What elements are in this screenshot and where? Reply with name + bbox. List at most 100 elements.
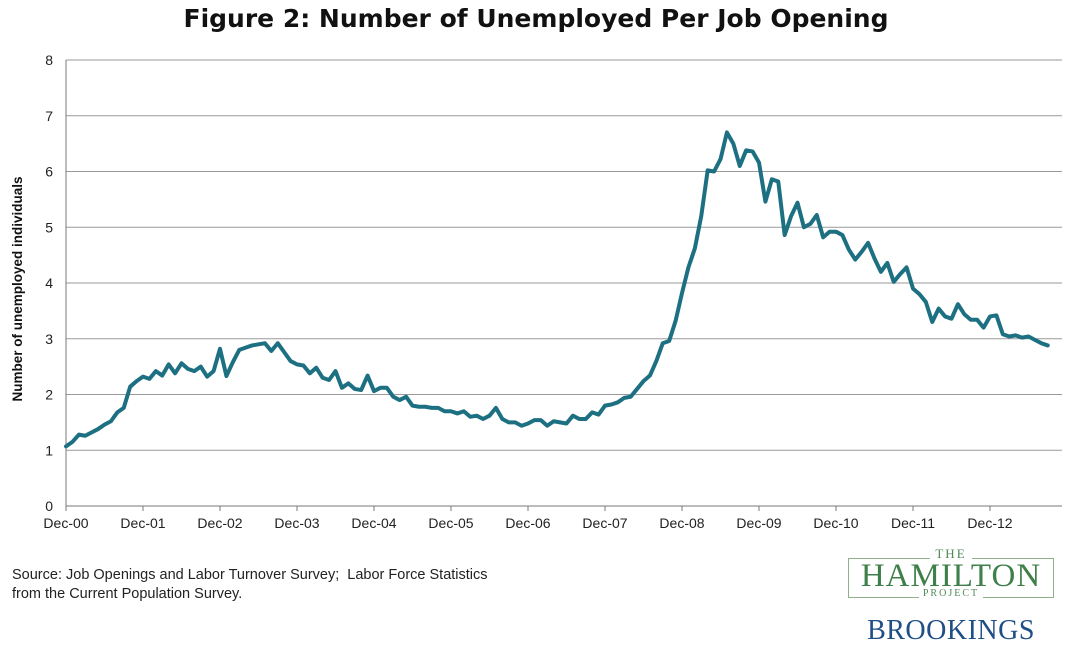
data-point bbox=[565, 422, 568, 425]
data-point bbox=[283, 351, 285, 353]
data-point bbox=[706, 169, 709, 172]
y-tick-label: 6 bbox=[45, 164, 53, 180]
data-point bbox=[405, 395, 407, 398]
data-point bbox=[386, 387, 388, 389]
data-point bbox=[302, 364, 305, 367]
data-point bbox=[84, 434, 87, 437]
data-point bbox=[276, 342, 279, 345]
data-point bbox=[584, 418, 587, 420]
data-point bbox=[424, 405, 427, 408]
data-point bbox=[803, 226, 805, 229]
data-point bbox=[610, 403, 613, 406]
data-point bbox=[661, 342, 664, 345]
data-point bbox=[552, 420, 555, 423]
data-point bbox=[546, 424, 549, 427]
y-tick-label: 0 bbox=[45, 498, 53, 514]
data-point bbox=[681, 292, 683, 294]
x-tick-label: Dec-01 bbox=[120, 515, 165, 531]
data-point bbox=[848, 248, 850, 251]
source-note-line-1: Source: Job Openings and Labor Turnover … bbox=[12, 567, 488, 583]
data-point bbox=[122, 407, 125, 409]
data-point bbox=[116, 411, 119, 414]
data-point bbox=[687, 266, 690, 269]
data-point bbox=[1021, 336, 1023, 339]
x-tick-label: Dec-09 bbox=[736, 515, 781, 531]
data-point bbox=[918, 293, 921, 295]
data-point bbox=[488, 414, 491, 417]
data-point bbox=[527, 422, 529, 425]
data-point bbox=[238, 349, 241, 351]
data-point bbox=[925, 301, 927, 303]
data-point bbox=[225, 375, 228, 377]
x-tick-label: Dec-05 bbox=[428, 515, 473, 531]
data-point bbox=[90, 431, 93, 434]
data-point bbox=[315, 366, 318, 369]
data-point bbox=[103, 423, 106, 426]
data-point bbox=[155, 370, 157, 372]
data-point bbox=[841, 234, 844, 236]
data-point bbox=[321, 376, 324, 379]
data-point bbox=[822, 236, 824, 239]
data-point bbox=[411, 404, 414, 407]
data-point bbox=[758, 161, 760, 164]
data-point bbox=[135, 380, 138, 382]
data-point bbox=[764, 200, 767, 203]
data-point bbox=[71, 441, 74, 443]
data-point bbox=[783, 234, 786, 236]
data-point bbox=[751, 150, 754, 153]
data-point bbox=[572, 414, 574, 417]
data-point bbox=[244, 346, 247, 349]
y-tick-label: 1 bbox=[45, 442, 53, 458]
x-tick-label: Dec-03 bbox=[274, 515, 319, 531]
data-point bbox=[963, 313, 966, 316]
data-point bbox=[482, 418, 484, 420]
data-point bbox=[540, 419, 542, 421]
data-point bbox=[655, 360, 658, 362]
data-point bbox=[328, 379, 330, 381]
data-point bbox=[989, 315, 991, 318]
data-point bbox=[809, 223, 812, 225]
data-point bbox=[142, 375, 144, 378]
data-point bbox=[905, 266, 908, 269]
data-point bbox=[418, 405, 420, 408]
data-point bbox=[957, 303, 959, 305]
data-point bbox=[976, 319, 978, 321]
hamilton-the-text: THE bbox=[848, 546, 1054, 562]
data-point bbox=[193, 370, 196, 372]
data-point bbox=[1046, 344, 1049, 347]
data-point bbox=[78, 433, 80, 436]
data-point bbox=[97, 428, 99, 430]
data-point bbox=[790, 215, 792, 217]
data-point bbox=[815, 214, 818, 216]
data-point bbox=[148, 378, 151, 380]
data-point bbox=[886, 262, 889, 264]
data-point bbox=[912, 287, 914, 290]
data-point bbox=[700, 215, 703, 217]
data-point bbox=[995, 314, 998, 317]
data-point bbox=[379, 387, 382, 389]
data-point bbox=[873, 257, 876, 260]
x-tick-label: Dec-00 bbox=[43, 515, 88, 531]
x-tick-labels: Dec-00 Dec-01 Dec-02 Dec-03 Dec-04 Dec-05 Dec-… bbox=[43, 515, 1012, 531]
series-layer bbox=[64, 130, 1050, 449]
data-point bbox=[507, 421, 510, 424]
data-point bbox=[270, 350, 273, 352]
data-point bbox=[206, 375, 208, 378]
y-tick-label: 4 bbox=[45, 275, 53, 291]
data-point bbox=[604, 404, 606, 407]
data-point bbox=[257, 343, 260, 346]
data-point bbox=[289, 360, 292, 362]
data-point bbox=[777, 180, 780, 183]
gridlines bbox=[66, 59, 1062, 451]
y-tick-label: 7 bbox=[45, 108, 53, 124]
data-point bbox=[713, 170, 715, 173]
data-point bbox=[1040, 342, 1043, 345]
data-point bbox=[796, 201, 799, 204]
chart-title: Figure 2: Number of Unemployed Per Job O… bbox=[184, 4, 889, 33]
data-point bbox=[726, 131, 728, 134]
data-point bbox=[443, 410, 446, 413]
data-point bbox=[341, 387, 343, 389]
data-point bbox=[982, 326, 985, 329]
data-point bbox=[514, 421, 516, 424]
